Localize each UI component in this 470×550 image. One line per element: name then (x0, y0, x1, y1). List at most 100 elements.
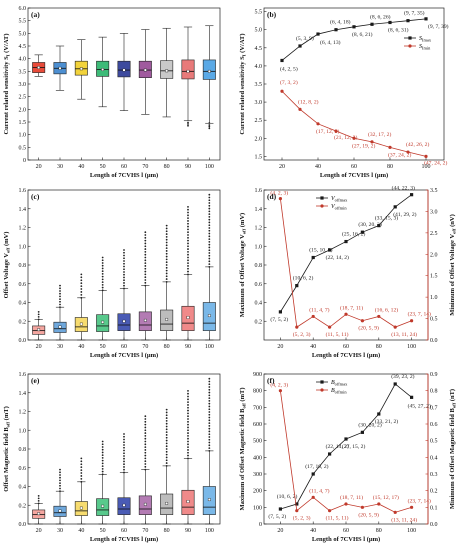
y-tick-label: 1.4 (255, 207, 263, 213)
mean-marker (58, 66, 62, 70)
outlier-point (208, 411, 211, 413)
x-tick-label: 20 (36, 344, 42, 350)
outlier-point (123, 276, 125, 279)
outlier-point (123, 271, 125, 273)
right-y-tick-label: 0.4 (430, 455, 438, 461)
data-label: (8, 6, 26) (370, 13, 391, 20)
y-tick-label: 1.2 (19, 410, 27, 416)
data-point (278, 507, 282, 511)
data-point (328, 509, 332, 513)
data-label: (16, 6, 12) (375, 306, 398, 313)
outlier-point (165, 459, 168, 462)
outlier-point (165, 448, 168, 450)
outlier-point (144, 449, 147, 451)
x-tick-label: 60 (121, 528, 127, 534)
data-point (352, 136, 356, 140)
outlier-point (187, 426, 189, 429)
data-label: (5, 2, 3) (293, 331, 311, 338)
data-label: (23, 7, 14) (408, 311, 431, 318)
outlier-point (101, 470, 104, 473)
panel-c: 0.0 0.2 0.4 0.6 0.8 1.0 1.2 1.4 1.6 20 30 40 50 60 70 8… (3, 188, 221, 359)
x-axis-label: Length of 7CVHS l (μm) (90, 352, 158, 359)
data-label: (44, 22, 3) (392, 185, 415, 192)
right-y-tick-label: 3.5 (430, 188, 438, 194)
outlier-point (165, 275, 168, 278)
data-point (311, 472, 315, 476)
y-tick-label: 0.4 (255, 301, 263, 307)
y-tick-label: 1.5 (19, 120, 27, 126)
outlier-point (187, 443, 189, 446)
data-point (344, 312, 348, 316)
outlier-point (165, 419, 168, 422)
x-tick-label: 40 (78, 344, 84, 350)
panel-label: (c) (31, 192, 40, 201)
y-axis-label: Maximum of Offset Magnetic field Boff (m… (239, 387, 247, 510)
x-tick-label: 60 (121, 344, 127, 350)
mean-marker (165, 501, 169, 505)
data-label: (10, 6, 2) (293, 275, 314, 282)
outlier-point (144, 415, 147, 418)
outlier-point (101, 446, 104, 448)
data-label: (7, 5, 2) (268, 513, 286, 520)
data-point (410, 505, 414, 509)
outlier-point (144, 437, 147, 440)
outlier-point (80, 273, 83, 276)
y-tick-label: 0.8 (19, 263, 27, 269)
y-tick-label: 0.0 (19, 522, 27, 528)
outlier-point (187, 211, 189, 214)
outlier-point (80, 282, 83, 285)
y-tick-label: 2.0 (255, 136, 263, 142)
data-label: (27, 19, 2) (352, 142, 375, 149)
data-point (311, 314, 315, 319)
outlier-point (144, 432, 147, 434)
outlier-point (187, 248, 189, 250)
y-axis-label: Offset Magnetic field Boff (mT) (3, 406, 11, 492)
x-tick-label: 100 (422, 164, 431, 170)
outlier-point (101, 457, 104, 459)
y-tick-label: 4.0 (19, 57, 27, 63)
outlier-point (80, 475, 83, 477)
outlier-point (208, 127, 211, 130)
data-label: (21, 12, 2) (334, 134, 357, 141)
outlier-point (101, 278, 104, 281)
outlier-point (187, 434, 189, 437)
x-tick-label: 40 (78, 528, 84, 534)
outlier-point (101, 283, 104, 286)
legend-marker (408, 44, 412, 48)
x-tick-label: 20 (277, 344, 283, 350)
y-tick-label: 5.5 (255, 10, 263, 16)
y-tick-label: 3.0 (19, 82, 27, 88)
y-axis-label: Offset Voltage Voff (mV) (3, 232, 11, 299)
outlier-point (187, 451, 189, 454)
mean-marker (101, 320, 105, 324)
right-y-tick-label: 0.9 (430, 372, 438, 378)
data-point (278, 310, 282, 314)
outlier-point (208, 199, 211, 202)
outlier-point (59, 284, 61, 287)
outlier-point (187, 217, 189, 220)
x-tick-label: 80 (387, 164, 393, 170)
outlier-point (165, 235, 168, 238)
outlier-point (80, 293, 83, 296)
outlier-point (144, 284, 147, 287)
data-point (344, 437, 348, 441)
outlier-point (80, 288, 83, 290)
right-y-tick-label: 0.8 (430, 389, 438, 395)
outlier-point (144, 460, 147, 463)
outlier-point (101, 256, 104, 259)
data-label: (30, 20, 2) (358, 221, 381, 228)
data-label: (39, 23, 2) (391, 373, 414, 380)
outlier-point (144, 443, 147, 446)
data-label: (42, 26, 2) (406, 141, 429, 148)
data-label: (23, 7, 14) (408, 497, 431, 504)
outlier-point (37, 497, 40, 500)
outlier-point (80, 469, 83, 471)
y-tick-label: 6.0 (19, 6, 27, 12)
outlier-point (144, 463, 147, 465)
outlier-point (208, 402, 211, 405)
data-label: (30, 20, 2) (358, 421, 381, 428)
data-point (370, 140, 374, 144)
panel-label: (f) (267, 376, 275, 385)
outlier-point (123, 466, 125, 468)
y-tick-label: 1.2 (19, 226, 27, 232)
